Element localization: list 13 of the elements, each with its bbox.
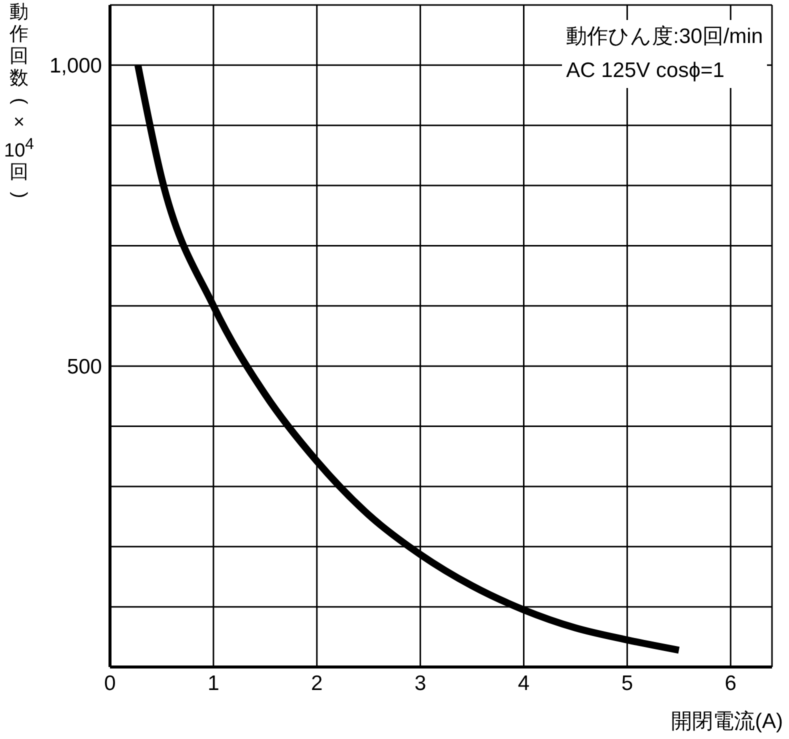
x-tick-label: 2 (311, 672, 323, 695)
x-tick-label: 3 (414, 672, 426, 695)
x-tick-label: 5 (621, 672, 634, 695)
x-tick-label: 6 (724, 672, 736, 695)
x-tick-label: 0 (104, 672, 116, 695)
annotation: 動作ひん度:30回/min (562, 20, 767, 54)
x-tick-label: 4 (518, 672, 530, 695)
annotation: AC 125V cosϕ=1 (562, 54, 767, 88)
text: 動作回数(×10$^{4}$回) (4, 2, 34, 198)
x-axis-title: 開閉電流(A) (671, 709, 783, 735)
y-tick-label: 1,000 (49, 54, 102, 78)
x-tick-label: 1 (208, 672, 220, 695)
y-tick-label: 500 (66, 356, 102, 379)
